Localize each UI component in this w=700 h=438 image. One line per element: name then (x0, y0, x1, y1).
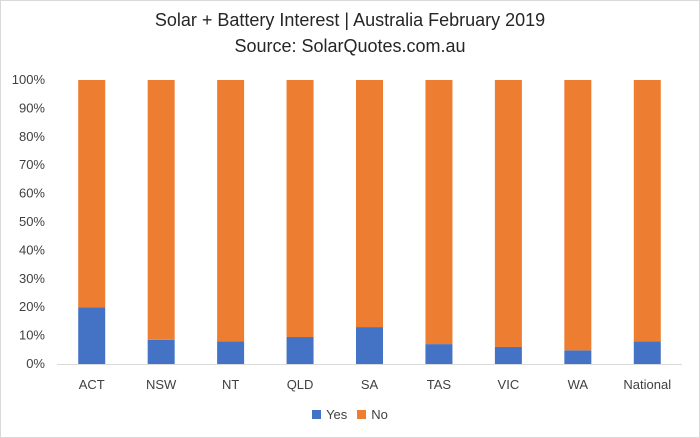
bar-yes-national (633, 341, 661, 364)
x-tick-label: TAS (427, 377, 452, 392)
bar-yes-vic (494, 346, 522, 364)
legend-swatch-no (357, 410, 367, 419)
legend: Yes No (0, 407, 700, 422)
bar-no-nt (217, 80, 245, 342)
x-tick-label: ACT (79, 377, 105, 392)
y-tick-label: 50% (19, 214, 45, 229)
legend-label-yes: Yes (326, 407, 348, 422)
bar-yes-qld (286, 337, 314, 364)
bar-yes-act (78, 307, 106, 364)
bar-yes-wa (564, 350, 592, 364)
legend-item-yes: Yes (312, 407, 347, 422)
x-tick-label: NSW (146, 377, 177, 392)
x-tick-label: SA (361, 377, 379, 392)
legend-label-no: No (371, 407, 388, 422)
bar-no-act (78, 80, 106, 308)
chart-title: Solar + Battery Interest | Australia Feb… (154, 10, 546, 30)
bar-no-national (633, 80, 661, 342)
chart-subtitle: Source: SolarQuotes.com.au (234, 36, 466, 56)
bar-no-nsw (147, 80, 175, 340)
bar-no-tas (425, 80, 453, 345)
legend-item-no: No (357, 407, 388, 422)
bar-no-sa (356, 80, 383, 328)
y-tick-label: 0% (26, 356, 45, 371)
bar-yes-nsw (147, 339, 175, 364)
y-tick-label: 20% (19, 299, 45, 314)
y-tick-label: 80% (19, 129, 45, 144)
x-tick-label: WA (568, 377, 589, 392)
x-tick-label: VIC (498, 377, 520, 392)
y-tick-label: 10% (19, 328, 45, 343)
x-tick-label: NT (222, 377, 239, 392)
y-tick-label: 70% (19, 157, 45, 172)
y-tick-label: 100% (12, 72, 46, 87)
bar-yes-tas (425, 344, 453, 364)
bar-no-vic (494, 80, 522, 347)
x-tick-label: QLD (287, 377, 314, 392)
x-tick-label: National (623, 377, 671, 392)
legend-swatch-yes (312, 410, 322, 419)
y-tick-label: 30% (19, 271, 45, 286)
bar-no-wa (564, 80, 592, 351)
y-tick-label: 40% (19, 242, 45, 257)
bar-yes-nt (217, 341, 245, 364)
bar-no-qld (286, 80, 314, 338)
y-tick-label: 90% (19, 100, 45, 115)
y-tick-label: 60% (19, 186, 45, 201)
bar-yes-sa (356, 327, 383, 364)
